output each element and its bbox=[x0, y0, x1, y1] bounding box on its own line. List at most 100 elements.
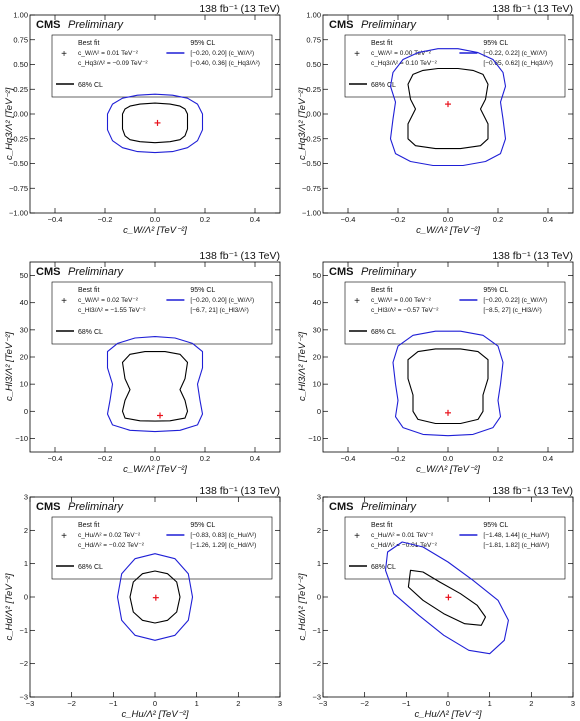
x-tick-label: 0 bbox=[446, 699, 450, 708]
x-tick-label: 3 bbox=[571, 699, 575, 708]
x-tick-label: 0.4 bbox=[250, 454, 260, 463]
x-tick-label: 3 bbox=[278, 699, 282, 708]
x-axis-label: c_W/Λ² [TeV⁻²] bbox=[416, 225, 480, 236]
legend-bestfit-title: Best fit bbox=[371, 287, 392, 294]
lumi-label: 138 fb⁻¹ (13 TeV) bbox=[199, 485, 280, 497]
legend-bestfit-value-1: c_Hu/Λ² = 0.01 TeV⁻² bbox=[371, 532, 434, 539]
lumi-label: 138 fb⁻¹ (13 TeV) bbox=[492, 485, 573, 497]
x-tick-label: −3 bbox=[319, 699, 328, 708]
legend-95cl-title: 95% CL bbox=[190, 287, 215, 294]
legend-95cl-interval-1: [−0.20, 0.20] (c_W/Λ²) bbox=[190, 297, 254, 304]
legend: Best fit + c_W/Λ² = 0.01 TeV⁻² c_Hq3/Λ² = −… bbox=[51, 34, 273, 98]
preliminary-label: Preliminary bbox=[361, 266, 418, 278]
contour-95cl bbox=[384, 541, 509, 655]
y-tick-label: −0.50 bbox=[9, 159, 28, 168]
x-tick-label: 0.4 bbox=[543, 215, 553, 224]
y-tick-label: 50 bbox=[20, 271, 28, 280]
x-axis-label: c_W/Λ² [TeV⁻²] bbox=[416, 464, 480, 475]
legend-95cl-interval-2: [−6.7, 21] (c_Hl3/Λ²) bbox=[190, 307, 248, 314]
legend-bestfit-value-2: c_Hd/Λ² = −0.01 TeV⁻² bbox=[371, 542, 438, 549]
legend: Best fit + c_W/Λ² = 0.00 TeV⁻² c_Hq3/Λ² = 0… bbox=[344, 34, 566, 98]
x-tick-label: 0.2 bbox=[493, 215, 503, 224]
y-tick-label: −0.25 bbox=[302, 134, 321, 143]
preliminary-label: Preliminary bbox=[68, 266, 125, 278]
x-tick-label: 0 bbox=[153, 699, 157, 708]
panel-2: 138 fb⁻¹ (13 TeV) CMS Preliminary −0.4 −0.2 0… bbox=[297, 3, 574, 236]
lumi-label: 138 fb⁻¹ (13 TeV) bbox=[199, 3, 280, 15]
x-axis-label: c_W/Λ² [TeV⁻²] bbox=[123, 464, 187, 475]
y-tick-label: 0.75 bbox=[306, 35, 321, 44]
legend-bestfit-title: Best fit bbox=[78, 522, 99, 529]
legend-95cl-title: 95% CL bbox=[483, 522, 508, 529]
y-tick-label: 0.25 bbox=[13, 85, 28, 94]
legend-box bbox=[344, 516, 566, 580]
y-tick-label: 1 bbox=[317, 559, 321, 568]
legend-bestfit-value-1: c_W/Λ² = 0.00 TeV⁻² bbox=[371, 297, 432, 304]
cms-label: CMS bbox=[329, 266, 353, 278]
preliminary-label: Preliminary bbox=[68, 19, 125, 31]
legend-box bbox=[344, 281, 566, 345]
x-axis-label: c_Hu/Λ² [TeV⁻²] bbox=[122, 709, 189, 720]
cms-label: CMS bbox=[36, 501, 60, 513]
x-tick-label: 0.0 bbox=[443, 215, 453, 224]
y-tick-label: 2 bbox=[317, 526, 321, 535]
y-tick-label: 40 bbox=[20, 298, 28, 307]
y-tick-label: 0.25 bbox=[306, 85, 321, 94]
y-tick-label: 2 bbox=[24, 526, 28, 535]
legend: Best fit + c_Hu/Λ² = 0.01 TeV⁻² c_Hd/Λ² = −… bbox=[344, 516, 566, 580]
legend-bestfit-marker: + bbox=[61, 49, 67, 60]
legend-95cl-interval-1: [−0.20, 0.20] (c_W/Λ²) bbox=[190, 50, 254, 57]
legend-95cl-title: 95% CL bbox=[190, 522, 215, 529]
panel-6: 138 fb⁻¹ (13 TeV) CMS Preliminary −3 −2 −1 0 1 2… bbox=[297, 485, 575, 720]
y-tick-label: 1.00 bbox=[13, 11, 28, 20]
x-tick-label: −2 bbox=[67, 699, 76, 708]
y-tick-label: −0.75 bbox=[302, 184, 321, 193]
legend-bestfit-title: Best fit bbox=[78, 287, 99, 294]
best-fit-marker bbox=[154, 119, 161, 126]
contour-68cl bbox=[407, 67, 489, 150]
legend-95cl-interval-2: [−8.5, 27] (c_Hl3/Λ²) bbox=[483, 307, 541, 314]
x-tick-label: 0.0 bbox=[150, 454, 160, 463]
preliminary-label: Preliminary bbox=[68, 501, 125, 513]
y-tick-label: 30 bbox=[313, 325, 321, 334]
y-tick-label: 20 bbox=[20, 353, 28, 362]
x-tick-label: −0.4 bbox=[341, 215, 356, 224]
legend-bestfit-value-2: c_Hl3/Λ² = −0.57 TeV⁻² bbox=[371, 307, 439, 314]
legend-95cl-title: 95% CL bbox=[190, 40, 215, 47]
y-tick-label: 10 bbox=[20, 380, 28, 389]
legend-95cl-interval-2: [−1.26, 1.29] (c_Hd/Λ²) bbox=[190, 542, 256, 549]
legend-bestfit-marker: + bbox=[61, 531, 67, 542]
x-tick-label: −0.2 bbox=[391, 454, 406, 463]
y-tick-label: 0.00 bbox=[13, 110, 28, 119]
y-tick-label: 0.75 bbox=[13, 35, 28, 44]
contour-95cl bbox=[392, 330, 504, 437]
legend-bestfit-value-1: c_W/Λ² = 0.00 TeV⁻² bbox=[371, 50, 432, 57]
panel-5: 138 fb⁻¹ (13 TeV) CMS Preliminary −3 −2 −1 0 1 2… bbox=[4, 485, 282, 720]
lumi-label: 138 fb⁻¹ (13 TeV) bbox=[492, 250, 573, 262]
x-tick-label: −0.2 bbox=[391, 215, 406, 224]
y-tick-label: −0.25 bbox=[9, 134, 28, 143]
x-tick-label: −1 bbox=[402, 699, 411, 708]
best-fit-marker bbox=[445, 409, 451, 416]
preliminary-label: Preliminary bbox=[361, 501, 418, 513]
y-tick-label: −0.50 bbox=[302, 159, 321, 168]
y-tick-label: 1 bbox=[24, 559, 28, 568]
legend-68cl-title: 68% CL bbox=[78, 564, 103, 571]
x-tick-label: 0.0 bbox=[150, 215, 160, 224]
legend-95cl-interval-1: [−1.48, 1.44] (c_Hu/Λ²) bbox=[483, 532, 549, 539]
x-tick-label: 1 bbox=[195, 699, 199, 708]
x-tick-label: −0.2 bbox=[98, 454, 113, 463]
y-tick-label: 50 bbox=[313, 271, 321, 280]
legend-68cl-title: 68% CL bbox=[78, 82, 103, 89]
legend-95cl-title: 95% CL bbox=[483, 287, 508, 294]
legend-box bbox=[344, 34, 566, 98]
legend-bestfit-value-2: c_Hl3/Λ² = −1.55 TeV⁻² bbox=[78, 307, 146, 314]
x-tick-label: −0.2 bbox=[98, 215, 113, 224]
contour-68cl bbox=[407, 569, 487, 626]
legend: Best fit + c_W/Λ² = 0.00 TeV⁻² c_Hl3/Λ² = −… bbox=[344, 281, 566, 345]
cms-label: CMS bbox=[36, 266, 60, 278]
y-tick-label: 1.00 bbox=[306, 11, 321, 20]
legend-box bbox=[51, 34, 273, 98]
x-tick-label: −1 bbox=[109, 699, 118, 708]
x-tick-label: −0.4 bbox=[341, 454, 356, 463]
